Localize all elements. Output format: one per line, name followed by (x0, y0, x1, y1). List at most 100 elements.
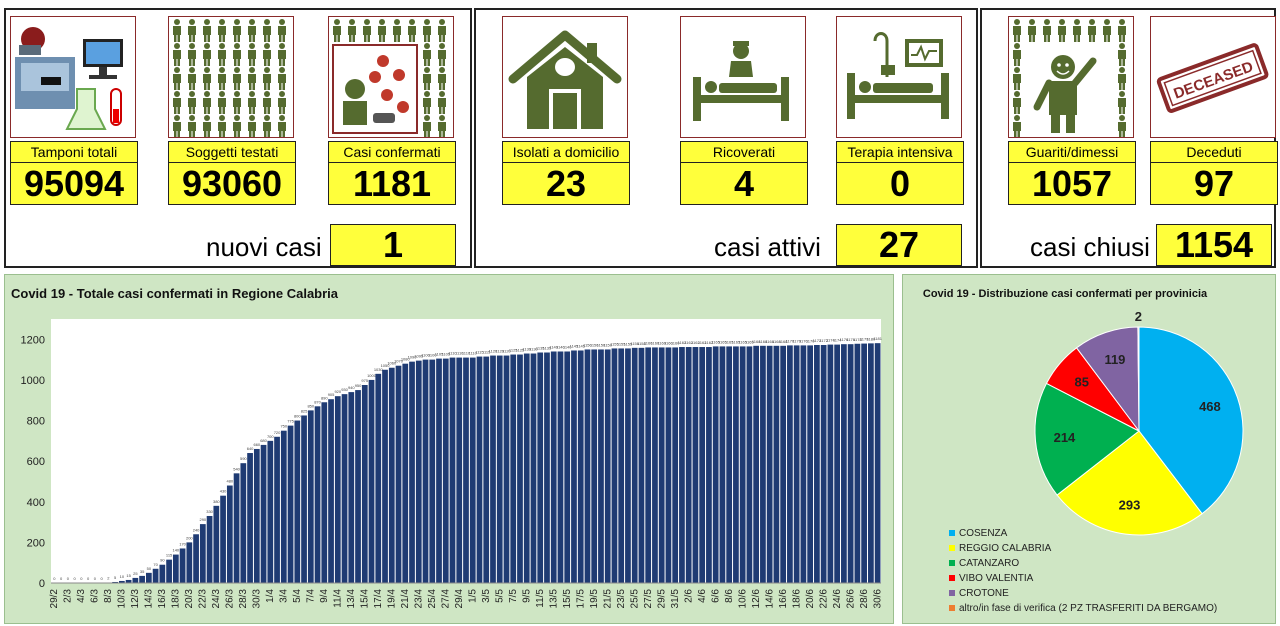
hospital-bed-icon (680, 16, 806, 138)
tile-isolati: Isolati a domicilio 23 (502, 16, 630, 205)
bar (422, 359, 429, 583)
tile-label: Guariti/dimessi (1008, 141, 1136, 163)
bar (469, 357, 476, 583)
legend-item: REGGIO CALABRIA (949, 543, 1051, 554)
virus-patient-icon (328, 16, 454, 138)
x-tick-label: 5/4 (292, 589, 303, 603)
x-tick-label: 27/5 (643, 589, 654, 609)
tile-value: 93060 (168, 163, 296, 205)
person-figure-icon (218, 67, 226, 90)
bar (348, 392, 355, 583)
bar-data-label: 1095 (414, 354, 424, 359)
bar (773, 345, 780, 583)
bar-data-label: 850 (307, 403, 314, 408)
person-figure-icon (233, 115, 241, 137)
x-tick-label: 22/6 (818, 589, 829, 609)
tile-value: 1181 (328, 163, 456, 205)
tile-value: 97 (1150, 163, 1278, 205)
legend-item: CROTONE (949, 588, 1009, 599)
person-figure-icon (423, 19, 431, 42)
person-figure-icon (1013, 19, 1021, 42)
bar (199, 524, 206, 583)
legend-label: altro/in fase di verifica (2 PZ TRASFERI… (959, 603, 1218, 614)
x-tick-label: 2/6 (683, 589, 694, 603)
bar (598, 349, 604, 583)
person-figure-icon (423, 43, 431, 66)
person-figure-icon (423, 67, 431, 90)
x-tick-label: 15/4 (359, 589, 370, 609)
bar (186, 542, 193, 583)
bar-data-label: 1135 (543, 346, 552, 351)
bar-data-label: 1162 (684, 340, 693, 345)
bar-data-label: 1172 (813, 338, 822, 343)
person-figure-icon (173, 115, 181, 137)
x-tick-label: 31/5 (670, 589, 681, 609)
x-tick-label: 15/5 (562, 589, 573, 609)
bar (456, 357, 463, 583)
bar-data-label: 1150 (590, 342, 599, 347)
bar (530, 353, 537, 583)
person-figure-icon (263, 67, 271, 90)
bar-data-label: 1165 (745, 339, 754, 344)
person-figure-icon (438, 43, 446, 66)
tile-value: 1057 (1008, 163, 1136, 205)
recovered-person-icon (1008, 16, 1134, 138)
x-tick-label: 18/3 (170, 589, 181, 609)
bar (739, 346, 746, 583)
person-figure-icon (1073, 19, 1081, 42)
bar-data-label: 50 (147, 566, 152, 571)
bar (496, 355, 503, 583)
bar-data-label: 0 (53, 576, 56, 581)
bar (463, 357, 469, 583)
person-figure-icon (438, 91, 446, 114)
person-figure-icon (188, 43, 196, 66)
bar (159, 564, 166, 583)
bar-data-label: 1162 (678, 340, 687, 345)
x-tick-label: 1/5 (467, 589, 478, 603)
bar (287, 425, 294, 583)
x-tick-label: 16/3 (157, 589, 168, 609)
bar (787, 345, 793, 583)
bar-data-label: 940 (348, 385, 355, 390)
bar (152, 568, 159, 583)
bar-data-label: 1176 (840, 337, 849, 342)
legend-label: VIBO VALENTIA (959, 573, 1034, 584)
pie-slice (1034, 382, 1140, 496)
bar-chart-title: Covid 19 - Totale casi confermati in Reg… (11, 286, 339, 301)
bar (719, 346, 726, 583)
person-figure-icon (263, 19, 271, 42)
bar-data-label: 1105 (441, 352, 450, 357)
bar (409, 361, 415, 583)
bar-data-label: 1120 (489, 349, 498, 354)
bar-data-label: 140 (172, 548, 179, 553)
bar-data-label: 1110 (469, 351, 478, 356)
bar-data-label: 700 (267, 434, 274, 439)
bar (125, 579, 132, 583)
bar-data-label: 1168 (759, 339, 768, 344)
x-tick-label: 3/4 (278, 589, 289, 603)
bar (746, 346, 753, 583)
bar-data-label: 170 (179, 541, 186, 546)
legend-item: VIBO VALENTIA (949, 573, 1033, 584)
bar-data-label: 590 (240, 456, 247, 461)
bar (449, 357, 456, 583)
bar-data-label: 1170 (786, 338, 795, 343)
pie-slice (1056, 430, 1203, 536)
bar (841, 344, 847, 583)
person-figure-icon (233, 91, 241, 114)
x-tick-label: 16/6 (778, 589, 789, 609)
bar (868, 343, 874, 583)
person-figure-icon (248, 19, 256, 42)
bar (827, 344, 834, 583)
person-figure-icon (1058, 19, 1066, 42)
tile-soggetti-testati: Soggetti testati 93060 (168, 16, 296, 205)
y-tick-label: 600 (27, 456, 45, 468)
bar (652, 347, 658, 583)
intensive-care-icon (836, 16, 962, 138)
bar-data-label: 1145 (570, 343, 579, 348)
person-figure-icon (423, 115, 431, 137)
y-tick-label: 1000 (21, 375, 45, 387)
bar-data-label: 0 (94, 576, 97, 581)
bar (672, 347, 679, 583)
bar (712, 346, 719, 583)
